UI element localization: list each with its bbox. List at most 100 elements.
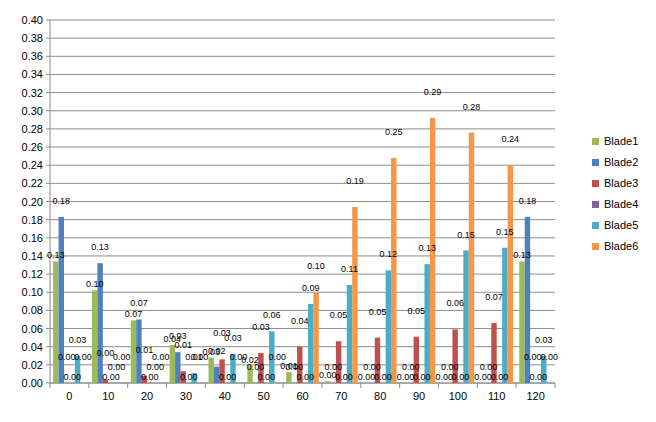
legend-label: Blade1 bbox=[604, 135, 638, 147]
data-label: 0.00 bbox=[141, 372, 159, 382]
bar bbox=[119, 383, 124, 384]
bar bbox=[502, 248, 507, 383]
data-label: 0.00 bbox=[436, 372, 454, 382]
data-label: 0.00 bbox=[413, 372, 431, 382]
data-label: 0.00 bbox=[524, 352, 542, 362]
data-label: 0.00 bbox=[335, 372, 353, 382]
data-label: 0.00 bbox=[102, 372, 120, 382]
data-label: 0.00 bbox=[363, 362, 381, 372]
bar bbox=[225, 383, 230, 384]
data-label: 0.00 bbox=[58, 352, 76, 362]
y-tick bbox=[46, 219, 50, 220]
x-tick-label: 80 bbox=[374, 390, 386, 402]
bar bbox=[53, 261, 58, 383]
data-label: 0.00 bbox=[402, 362, 420, 372]
data-label: 0.00 bbox=[74, 352, 92, 362]
data-label: 0.00 bbox=[452, 372, 470, 382]
bar bbox=[536, 383, 541, 384]
bar bbox=[347, 285, 352, 383]
y-tick-label: 0.08 bbox=[22, 304, 43, 316]
bar bbox=[442, 383, 447, 384]
x-tick bbox=[244, 383, 245, 388]
bar bbox=[447, 383, 452, 384]
data-label: 0.18 bbox=[519, 196, 537, 206]
bar bbox=[369, 383, 374, 384]
y-tick-label: 0.12 bbox=[22, 268, 43, 280]
y-tick-label: 0.06 bbox=[22, 323, 43, 335]
x-tick bbox=[477, 383, 478, 388]
bar bbox=[286, 372, 291, 383]
y-tick bbox=[46, 92, 50, 93]
data-label: 0.10 bbox=[307, 261, 325, 271]
data-label: 0.00 bbox=[63, 372, 81, 382]
x-tick bbox=[516, 383, 517, 388]
x-tick bbox=[283, 383, 284, 388]
data-label: 0.00 bbox=[147, 362, 165, 372]
data-label: 0.24 bbox=[502, 134, 520, 144]
data-label: 0.00 bbox=[247, 362, 265, 372]
y-tick-label: 0.32 bbox=[22, 87, 43, 99]
grid-line bbox=[50, 56, 555, 57]
bar bbox=[186, 383, 191, 384]
bar bbox=[486, 383, 491, 384]
data-label: 0.12 bbox=[380, 249, 398, 259]
grid-line bbox=[50, 128, 555, 129]
data-label: 0.05 bbox=[330, 310, 348, 320]
legend-label: Blade2 bbox=[604, 156, 638, 168]
y-tick-label: 0.24 bbox=[22, 159, 43, 171]
bar bbox=[352, 207, 357, 383]
bar bbox=[463, 251, 468, 383]
bar bbox=[386, 270, 391, 383]
data-label: 0.00 bbox=[219, 372, 237, 382]
x-tick-label: 60 bbox=[296, 390, 308, 402]
bar bbox=[391, 158, 396, 383]
grid-line bbox=[50, 38, 555, 39]
bar bbox=[530, 383, 535, 384]
data-label: 0.10 bbox=[86, 279, 104, 289]
bar bbox=[80, 383, 85, 384]
bar bbox=[69, 383, 74, 384]
y-tick-label: 0.14 bbox=[22, 250, 43, 262]
grid-line bbox=[50, 237, 555, 238]
bar bbox=[469, 133, 474, 383]
y-tick-label: 0.30 bbox=[22, 105, 43, 117]
data-label: 0.28 bbox=[463, 102, 481, 112]
y-tick bbox=[46, 328, 50, 329]
legend-swatch bbox=[592, 222, 599, 229]
y-tick bbox=[46, 110, 50, 111]
legend: Blade1Blade2Blade3Blade4Blade5Blade6 bbox=[592, 135, 638, 252]
grid-line bbox=[50, 74, 555, 75]
legend-label: Blade3 bbox=[604, 177, 638, 189]
bar bbox=[497, 383, 502, 384]
y-tick bbox=[46, 292, 50, 293]
bar bbox=[208, 358, 213, 383]
bar bbox=[236, 383, 241, 384]
bar bbox=[546, 383, 551, 384]
x-tick bbox=[88, 383, 89, 388]
data-label: 0.05 bbox=[408, 306, 426, 316]
data-label: 0.25 bbox=[385, 127, 403, 137]
y-axis bbox=[50, 20, 51, 383]
grid-line bbox=[50, 165, 555, 166]
data-label: 0.13 bbox=[91, 242, 109, 252]
y-tick bbox=[46, 274, 50, 275]
bar bbox=[408, 383, 413, 384]
bar bbox=[264, 383, 269, 384]
x-tick bbox=[205, 383, 206, 388]
data-label: 0.03 bbox=[252, 322, 270, 332]
bar bbox=[147, 383, 152, 384]
x-tick-label: 110 bbox=[488, 390, 506, 402]
bars bbox=[53, 118, 546, 383]
bar bbox=[480, 383, 485, 384]
bar bbox=[508, 165, 513, 383]
bar bbox=[380, 383, 385, 384]
bar bbox=[108, 383, 113, 384]
bar bbox=[458, 383, 463, 384]
data-label: 0.00 bbox=[324, 362, 342, 372]
x-tick bbox=[321, 383, 322, 388]
data-label: 0.06 bbox=[263, 310, 281, 320]
data-label: 0.07 bbox=[125, 309, 143, 319]
data-label: 0.13 bbox=[418, 243, 436, 253]
y-tick-label: 0.22 bbox=[22, 177, 43, 189]
y-tick bbox=[46, 147, 50, 148]
